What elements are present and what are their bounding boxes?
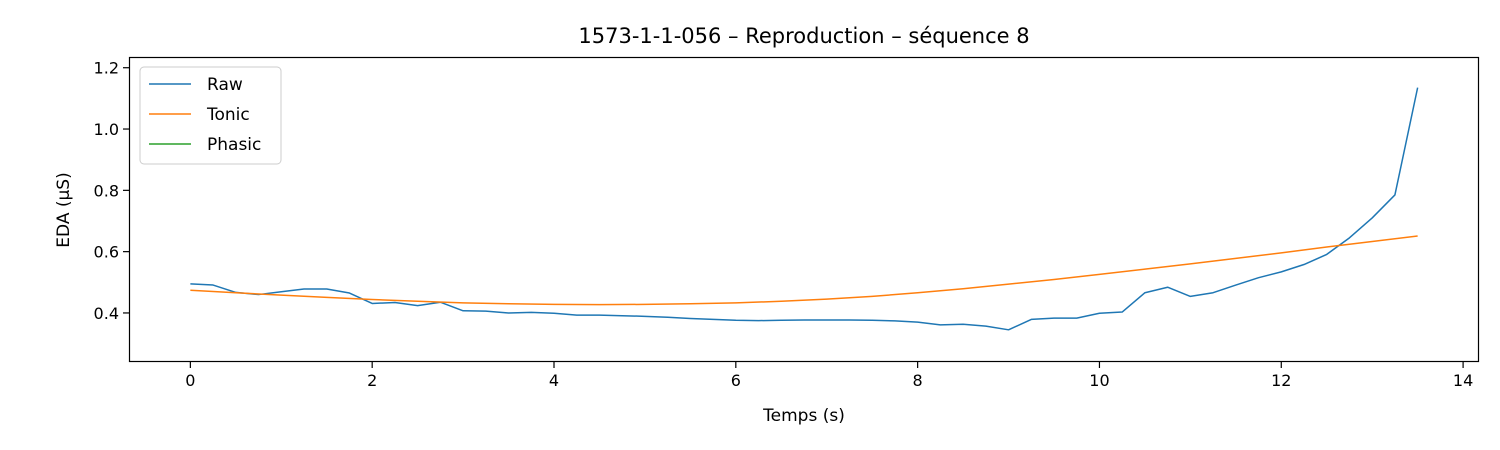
- axes-border: [128, 56, 1480, 363]
- legend-label-phasic: Phasic: [207, 135, 261, 155]
- y-axis-label: EDA (µS): [54, 172, 74, 247]
- legend-label-raw: Raw: [207, 75, 243, 95]
- y-tick-label: 0.8: [94, 181, 119, 200]
- x-axis-label: Temps (s): [762, 406, 845, 426]
- y-tick-label: 1.0: [94, 120, 119, 139]
- x-tick-label: 10: [1089, 371, 1109, 390]
- y-tick-label: 0.4: [94, 304, 119, 323]
- y-axis-ticks: 0.4 0.6 0.8 1.0 1.2: [94, 59, 129, 323]
- x-tick-label: 6: [731, 371, 741, 390]
- series-line-raw: [190, 87, 1419, 331]
- legend-box: [139, 66, 282, 165]
- legend: Raw Tonic Phasic: [139, 66, 282, 165]
- plot-area: [129, 57, 1479, 362]
- series-line-tonic: [190, 235, 1418, 306]
- chart-title: 1573-1-1-056 – Reproduction – séquence 8: [578, 24, 1029, 48]
- legend-label-tonic: Tonic: [206, 105, 250, 125]
- series-layer: [190, 87, 1419, 331]
- plot-frame: [129, 57, 1479, 362]
- x-axis-ticks: 0 2 4 6 8 10 12 14: [185, 362, 1473, 390]
- y-tick-label: 0.6: [94, 243, 119, 262]
- x-tick-label: 0: [185, 371, 195, 390]
- y-tick-label: 1.2: [94, 59, 119, 78]
- x-tick-label: 4: [549, 371, 559, 390]
- x-tick-label: 2: [367, 371, 377, 390]
- x-tick-label: 14: [1453, 371, 1473, 390]
- x-tick-label: 8: [913, 371, 923, 390]
- x-tick-label: 12: [1271, 371, 1291, 390]
